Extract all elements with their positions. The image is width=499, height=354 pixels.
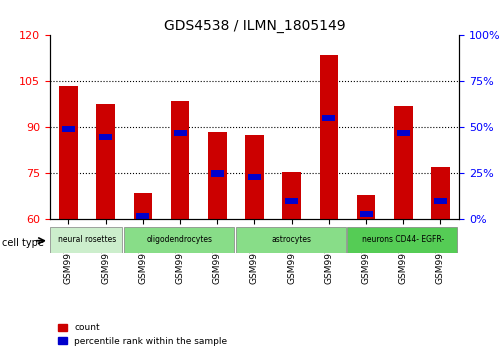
Bar [397,130,410,136]
Bar [282,172,301,219]
Bar [174,130,187,136]
FancyBboxPatch shape [124,227,234,253]
Bar [360,211,373,217]
Text: neural rosettes: neural rosettes [58,235,116,244]
Bar [136,213,149,219]
Text: cell type: cell type [2,238,44,248]
Text: neurons CD44- EGFR-: neurons CD44- EGFR- [362,235,445,244]
FancyBboxPatch shape [347,227,457,253]
Bar [431,167,450,219]
FancyBboxPatch shape [50,227,122,253]
Bar [99,133,112,140]
Bar [96,104,115,219]
Bar [245,135,264,219]
Bar [171,101,190,219]
Bar [319,55,338,219]
Bar [134,193,152,219]
Bar [62,126,75,132]
Legend: count, percentile rank within the sample: count, percentile rank within the sample [54,320,231,349]
Bar [285,198,298,204]
Bar [322,115,335,121]
Bar [59,86,78,219]
Text: oligodendrocytes: oligodendrocytes [147,235,213,244]
FancyBboxPatch shape [236,227,346,253]
Text: astrocytes: astrocytes [271,235,312,244]
Title: GDS4538 / ILMN_1805149: GDS4538 / ILMN_1805149 [164,19,345,33]
Bar [248,174,261,180]
Bar [211,170,224,177]
Bar [208,132,227,219]
Bar [434,198,447,204]
Bar [394,106,413,219]
Bar [357,195,375,219]
